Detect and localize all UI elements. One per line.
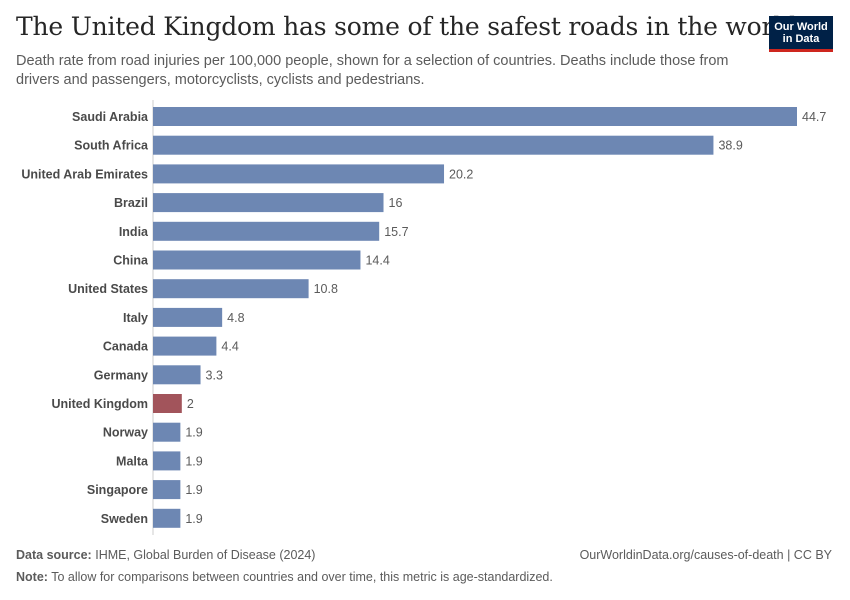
value-label: 4.8 <box>227 311 244 325</box>
value-label: 2 <box>187 397 194 411</box>
bar-malta[interactable] <box>153 451 181 471</box>
value-label: 1.9 <box>185 512 202 526</box>
value-label: 20.2 <box>449 167 473 181</box>
bar-south-africa[interactable] <box>153 135 714 155</box>
category-label: Norway <box>103 426 148 440</box>
category-label: South Africa <box>74 139 149 153</box>
bar-chart: Saudi Arabia 44.7 South Africa 38.9 United A… <box>21 100 826 535</box>
footnote: Note: To allow for comparisons between c… <box>16 570 553 584</box>
value-label: 38.9 <box>718 139 742 153</box>
source-url-link[interactable]: OurWorldinData.org/causes-of-death | CC … <box>579 548 832 562</box>
note-text: To allow for comparisons between countri… <box>51 570 553 584</box>
value-label: 1.9 <box>185 483 202 497</box>
chart-title: The United Kingdom has some of the safes… <box>16 12 797 41</box>
category-label: Singapore <box>87 483 148 497</box>
value-label: 1.9 <box>185 426 202 440</box>
value-label: 44.7 <box>802 110 826 124</box>
category-label: Italy <box>123 311 148 325</box>
bar-united-arab-emirates[interactable] <box>153 164 445 184</box>
value-label: 4.4 <box>221 340 238 354</box>
category-label: United States <box>68 282 148 296</box>
logo-line-2: in Data <box>782 33 820 45</box>
category-label: Sweden <box>101 512 148 526</box>
bar-germany[interactable] <box>153 365 201 385</box>
logo-line-1: Our World <box>774 21 828 33</box>
bar-canada[interactable] <box>153 336 217 356</box>
bar-norway[interactable] <box>153 422 181 442</box>
category-label: Germany <box>94 368 148 382</box>
category-label: Canada <box>103 340 149 354</box>
value-label: 10.8 <box>314 282 338 296</box>
data-source: Data source: IHME, Global Burden of Dise… <box>16 548 315 562</box>
category-label: United Kingdom <box>51 397 148 411</box>
data-source-label: Data source: <box>16 548 92 562</box>
chart-subtitle: Death rate from road injuries per 100,00… <box>16 53 729 88</box>
bar-china[interactable] <box>153 250 361 270</box>
bar-sweden[interactable] <box>153 508 181 528</box>
category-label: China <box>113 254 149 268</box>
value-label: 1.9 <box>185 454 202 468</box>
bar-brazil[interactable] <box>153 193 384 213</box>
bar-saudi-arabia[interactable] <box>153 107 797 126</box>
value-label: 14.4 <box>365 254 389 268</box>
bar-united-kingdom[interactable] <box>153 394 182 413</box>
bar-india[interactable] <box>153 221 380 241</box>
bar-united-states[interactable] <box>153 279 309 299</box>
category-label: Malta <box>116 454 149 468</box>
category-label: United Arab Emirates <box>21 167 148 181</box>
value-label: 15.7 <box>384 225 408 239</box>
value-label: 3.3 <box>206 368 223 382</box>
note-label: Note: <box>16 570 48 584</box>
category-label: India <box>119 225 149 239</box>
owid-logo[interactable]: Our World in Data <box>769 16 833 52</box>
bar-singapore[interactable] <box>153 480 181 500</box>
bar-italy[interactable] <box>153 307 223 327</box>
data-source-link[interactable]: IHME, Global Burden of Disease (2024) <box>95 548 316 562</box>
category-label: Saudi Arabia <box>72 110 149 124</box>
category-label: Brazil <box>114 196 148 210</box>
value-label: 16 <box>389 196 403 210</box>
